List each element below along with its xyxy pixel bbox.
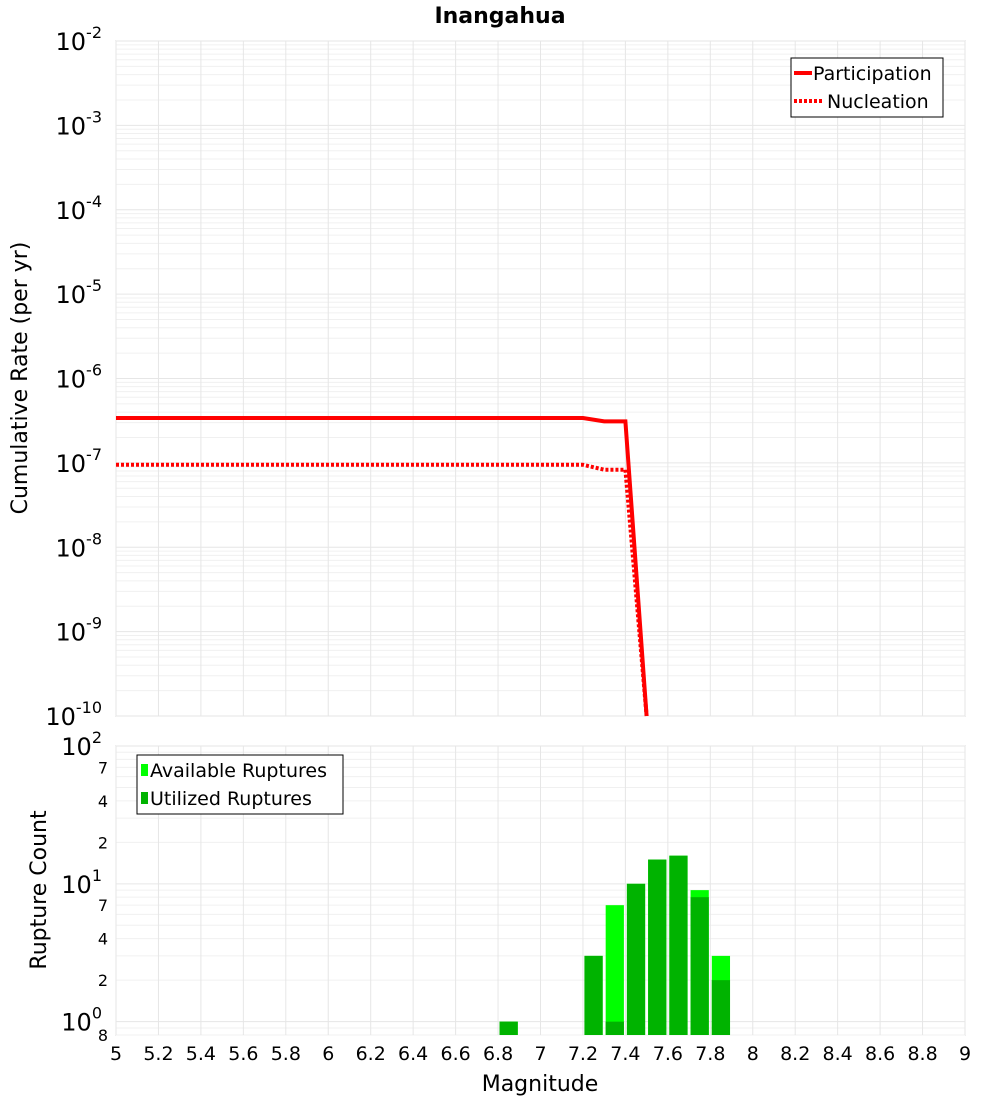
rate-y-tick-label: 10-8 bbox=[56, 529, 103, 562]
rate-y-ticks: 10-10 10-9 10-8 10-7 10-6 10-5 10-4 10-3 10-2 bbox=[45, 23, 102, 731]
rupture-y-minor-label: 8 bbox=[98, 1026, 108, 1045]
magnitude-x-ticks: 5 5.2 5.4 5.6 5.8 6 6.2 6.4 6.6 6.8 7 7.2 7.4 7.6 7.8 8… bbox=[110, 1043, 971, 1065]
rupture-y-minor-label: 4 bbox=[98, 930, 108, 949]
rate-y-tick-label: 10-10 bbox=[45, 698, 102, 731]
magnitude-x-tick-label: 6.6 bbox=[440, 1043, 470, 1065]
rupture-y-minor-label: 2 bbox=[98, 971, 108, 990]
rate-y-tick-label: 10-3 bbox=[56, 107, 103, 140]
rupture-y-axis-label: Rupture Count bbox=[27, 810, 52, 970]
rupture-y-major-label: 101 bbox=[61, 866, 102, 899]
utilized-ruptures-bar bbox=[669, 855, 688, 1035]
magnitude-x-tick-label: 8.4 bbox=[823, 1043, 853, 1065]
rate-grid bbox=[115, 40, 966, 717]
available-ruptures-bar bbox=[605, 905, 624, 1035]
rate-legend-box bbox=[790, 57, 944, 118]
rate-y-tick-label: 10-9 bbox=[56, 614, 103, 647]
rate-series bbox=[116, 416, 649, 717]
utilized-ruptures-bar bbox=[626, 883, 646, 1035]
rupture-y-minor-label: 7 bbox=[98, 896, 108, 915]
utilized-ruptures-bar bbox=[605, 1021, 624, 1035]
available-legend-swatch bbox=[141, 764, 148, 776]
rate-y-axis-label: Cumulative Rate (per yr) bbox=[8, 242, 33, 515]
rupture-panel: 100 101 102 8 2 4 7 2 4 7 5 5.2 5.4 5.6 5.8 6 6.2 6.4 6.6… bbox=[27, 728, 971, 1097]
magnitude-x-tick-label: 7 bbox=[534, 1043, 546, 1065]
magnitude-x-tick-label: 8.2 bbox=[780, 1043, 810, 1065]
nucleation-legend-label: Nucleation bbox=[827, 91, 929, 113]
magnitude-x-tick-label: 5.6 bbox=[228, 1043, 258, 1065]
magnitude-x-axis-label: Magnitude bbox=[482, 1072, 599, 1097]
magnitude-x-tick-label: 5 bbox=[110, 1043, 122, 1065]
rupture-grid bbox=[115, 745, 966, 1036]
participation-line bbox=[116, 416, 649, 717]
rupture-y-minor-label: 4 bbox=[98, 792, 108, 811]
nucleation-line bbox=[116, 462, 649, 717]
magnitude-x-tick-label: 8 bbox=[747, 1043, 759, 1065]
rupture-y-minor-label: 2 bbox=[98, 833, 108, 852]
magnitude-x-tick-label: 8.6 bbox=[865, 1043, 895, 1065]
rupture-y-ticks: 100 101 102 8 2 4 7 2 4 7 bbox=[61, 728, 108, 1045]
rupture-y-major-label: 100 bbox=[61, 1004, 102, 1037]
rupture-legend-box bbox=[136, 754, 344, 815]
utilized-ruptures-bar bbox=[499, 1021, 518, 1035]
magnitude-x-tick-label: 5.4 bbox=[186, 1043, 216, 1065]
magnitude-x-tick-label: 6.4 bbox=[398, 1043, 428, 1065]
rate-y-tick-label: 10-6 bbox=[56, 361, 103, 394]
rate-y-tick-label: 10-7 bbox=[56, 445, 103, 478]
rate-y-tick-label: 10-4 bbox=[56, 192, 103, 225]
participation-legend-label: Participation bbox=[813, 63, 932, 85]
rupture-y-major-label: 102 bbox=[61, 728, 102, 761]
magnitude-x-tick-label: 6.2 bbox=[356, 1043, 386, 1065]
rupture-bars bbox=[499, 855, 731, 1035]
rupture-legend: Available Ruptures Utilized Ruptures bbox=[136, 754, 344, 815]
utilized-legend-label: Utilized Ruptures bbox=[150, 788, 312, 810]
utilized-ruptures-bar bbox=[690, 897, 709, 1035]
magnitude-x-tick-label: 5.8 bbox=[271, 1043, 301, 1065]
utilized-legend-swatch bbox=[141, 792, 148, 804]
utilized-ruptures-bar bbox=[648, 859, 667, 1035]
magnitude-x-tick-label: 6.8 bbox=[483, 1043, 513, 1065]
magnitude-x-tick-label: 5.2 bbox=[143, 1043, 173, 1065]
magnitude-x-tick-label: 6 bbox=[322, 1043, 334, 1065]
rate-y-tick-label: 10-2 bbox=[56, 23, 103, 56]
magnitude-x-tick-label: 7.4 bbox=[610, 1043, 640, 1065]
rupture-y-minor-label: 7 bbox=[98, 758, 108, 777]
magnitude-x-tick-label: 7.8 bbox=[695, 1043, 725, 1065]
magnitude-x-tick-label: 7.6 bbox=[653, 1043, 683, 1065]
magnitude-x-tick-label: 8.8 bbox=[907, 1043, 937, 1065]
rate-panel: 10-10 10-9 10-8 10-7 10-6 10-5 10-4 10-3 10-2 In… bbox=[8, 4, 966, 731]
magnitude-x-tick-label: 7.2 bbox=[568, 1043, 598, 1065]
available-legend-label: Available Ruptures bbox=[150, 760, 327, 782]
rate-y-tick-label: 10-5 bbox=[56, 276, 103, 309]
utilized-ruptures-bar bbox=[711, 980, 731, 1035]
magnitude-x-tick-label: 9 bbox=[959, 1043, 971, 1065]
rate-legend: Participation Nucleation bbox=[790, 57, 944, 118]
utilized-ruptures-bar bbox=[584, 955, 603, 1035]
chart-title: Inangahua bbox=[434, 4, 565, 29]
